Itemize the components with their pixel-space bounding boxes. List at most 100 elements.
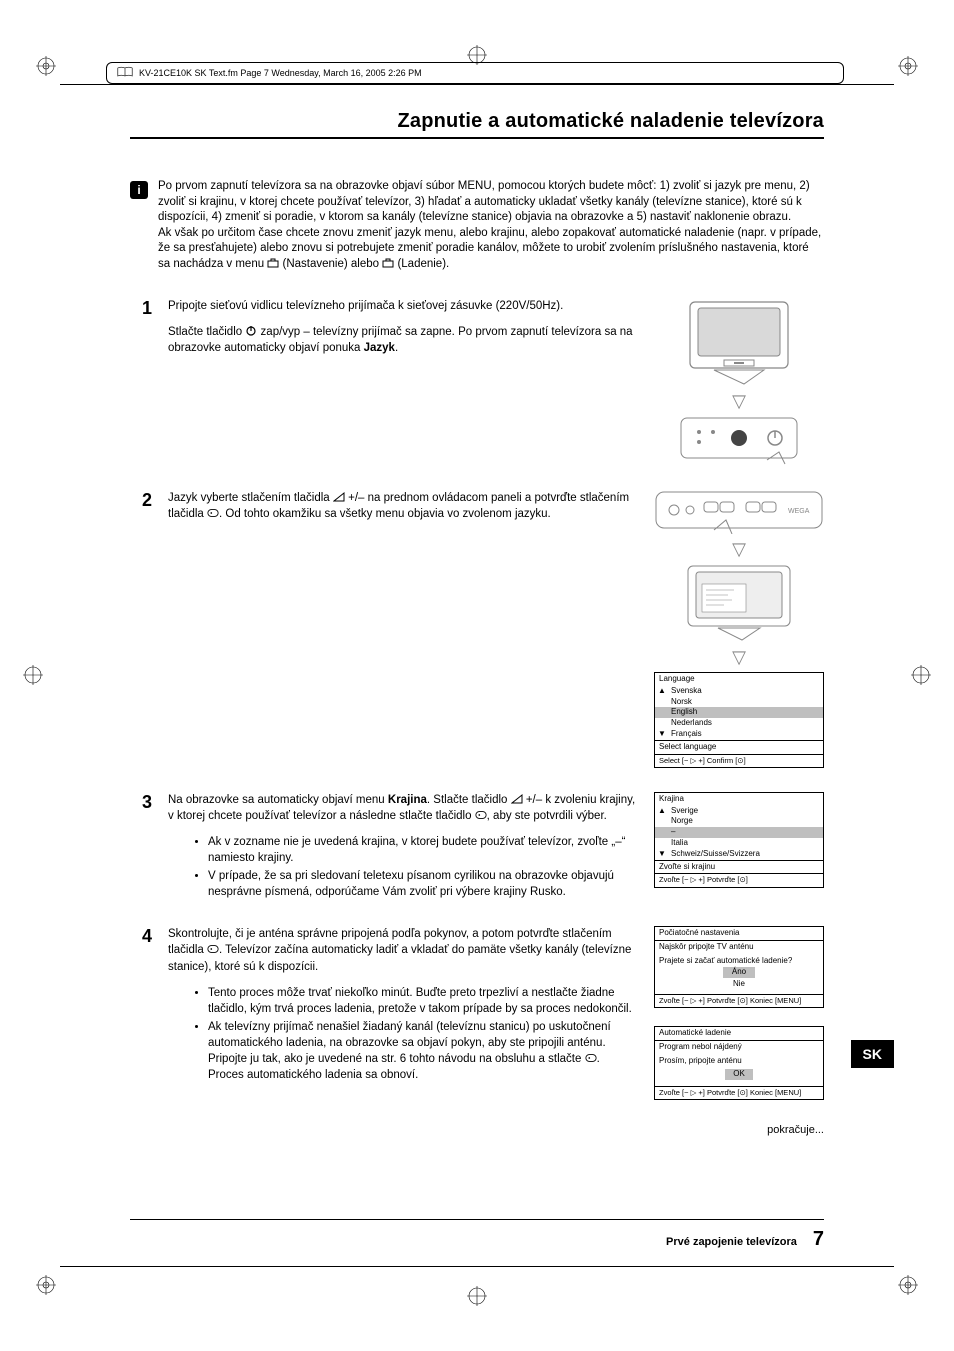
step-number: 1 xyxy=(130,298,152,319)
menu-line: Prosím, pripojte anténu xyxy=(659,1056,819,1067)
menu-body: Prajete si začať automatické ladenie? Án… xyxy=(655,954,823,994)
menu-item-selected: English xyxy=(655,707,823,718)
footer-page-number: 7 xyxy=(813,1228,824,1251)
step-3-figure: Krajina ▲Sverige Norge – Italia ▼Schweiz… xyxy=(654,792,824,888)
menu-option-no: Nie xyxy=(723,979,755,990)
step-2-p1: Jazyk vyberte stlačením tlačidla +/– na … xyxy=(168,490,638,522)
menu-item: Norge xyxy=(655,816,823,827)
down-arrow-icon: ▼ xyxy=(658,729,666,740)
tv-screen-icon xyxy=(684,564,794,642)
menu-item-label: Italia xyxy=(671,838,688,847)
country-menu: Krajina ▲Sverige Norge – Italia ▼Schweiz… xyxy=(654,792,824,888)
info-box: i Po prvom zapnutí televízora sa na obra… xyxy=(130,179,824,272)
page-rule-bottom xyxy=(60,1266,894,1267)
control-panel-icon xyxy=(679,416,799,466)
info-text-2c: (Ladenie). xyxy=(394,258,449,270)
menu-item-label: Norsk xyxy=(671,697,692,706)
menu-footer: Zvoľte [− ▷ +] Potvrďte [⊙] Koniec [MENU… xyxy=(655,1086,823,1099)
crop-mark-icon xyxy=(898,56,918,76)
step-1-p2: Stlačte tlačidlo zap/vyp – televízny pri… xyxy=(168,324,638,356)
crop-mark-icon xyxy=(467,1286,487,1306)
menu-footer: Zvoľte [− ▷ +] Potvrďte [⊙] xyxy=(655,873,823,886)
tv-panel-icon: WEGA xyxy=(654,490,824,534)
crop-mark-icon xyxy=(23,665,43,685)
info-text: Po prvom zapnutí televízora sa na obrazo… xyxy=(158,179,824,272)
step-3-bullet-2: V prípade, že sa pri sledovaní teletexu … xyxy=(208,868,638,900)
menu-item-label: Français xyxy=(671,729,702,738)
menu-subtitle: Select language xyxy=(655,740,823,754)
power-icon xyxy=(245,325,257,337)
down-arrow-icon: ▽ xyxy=(732,392,746,410)
menu-line: Prajete si začať automatické ladenie? xyxy=(659,956,819,967)
menu-ok-button: OK xyxy=(725,1069,753,1080)
book-icon xyxy=(117,66,133,80)
step-number: 2 xyxy=(130,490,152,511)
step-4-p1: Skontrolujte, či je anténa správne pripo… xyxy=(168,926,638,974)
down-arrow-icon: ▼ xyxy=(658,849,666,860)
menu-item: ▼ Schweiz/Suisse/Svizzera xyxy=(655,849,823,860)
svg-text:WEGA: WEGA xyxy=(788,508,810,515)
text-bold: Jazyk xyxy=(364,342,395,354)
menu-subtitle: Zvoľte si krajinu xyxy=(655,860,823,874)
step-4-bullet-2: Ak televízny prijímač nenašiel žiadaný k… xyxy=(208,1019,638,1083)
step-2: 2 Jazyk vyberte stlačením tlačidla +/– n… xyxy=(130,490,824,768)
text: Na obrazovke sa automaticky objaví menu xyxy=(168,794,388,806)
triangle-icon xyxy=(511,793,523,805)
menu-title: Language xyxy=(655,673,823,686)
step-3-p1: Na obrazovke sa automaticky objaví menu … xyxy=(168,792,638,824)
step-body: Na obrazovke sa automaticky objaví menu … xyxy=(168,792,638,903)
menu-footer: Zvoľte [− ▷ +] Potvrďte [⊙] Koniec [MENU… xyxy=(655,994,823,1007)
step-number: 4 xyxy=(130,926,152,947)
down-arrow-icon: ▽ xyxy=(732,540,746,558)
menu-line: Najskôr pripojte TV anténu xyxy=(655,940,823,954)
ok-icon xyxy=(585,1052,597,1064)
info-text-2b: (Nastavenie) alebo xyxy=(279,258,382,270)
menu-item: Nederlands xyxy=(655,718,823,729)
menu-item: Norsk xyxy=(655,697,823,708)
toolbox-icon xyxy=(382,257,394,269)
menu-item-label: Sverige xyxy=(671,806,698,815)
text: . Od tohto okamžiku sa všetky menu objav… xyxy=(219,508,551,520)
language-tab: SK xyxy=(851,1040,894,1068)
up-arrow-icon: ▲ xyxy=(658,806,666,817)
up-arrow-icon: ▲ xyxy=(658,686,666,697)
tv-icon xyxy=(684,298,794,386)
triangle-icon xyxy=(333,491,345,503)
step-4-bullet-1: Tento proces môže trvať niekoľko minút. … xyxy=(208,985,638,1017)
step-number: 3 xyxy=(130,792,152,813)
text: Jazyk vyberte stlačením tlačidla xyxy=(168,492,333,504)
page-footer: Prvé zapojenie televízora 7 xyxy=(130,1219,824,1251)
framemaker-header: KV-21CE10K SK Text.fm Page 7 Wednesday, … xyxy=(106,62,844,84)
menu-item-label: Norge xyxy=(671,816,693,825)
menu-item-selected: – xyxy=(655,827,823,838)
text: . Stlačte tlačidlo xyxy=(427,794,511,806)
footer-section: Prvé zapojenie televízora xyxy=(666,1236,797,1248)
title-rule xyxy=(130,137,824,139)
step-body: Jazyk vyberte stlačením tlačidla +/– na … xyxy=(168,490,638,532)
step-2-figure: WEGA ▽ ▽ xyxy=(654,490,824,768)
step-1: 1 Pripojte sieťovú vidlicu televízneho p… xyxy=(130,298,824,466)
menu-body: Prosím, pripojte anténu OK xyxy=(655,1054,823,1086)
page-rule-top xyxy=(60,84,894,85)
ok-icon xyxy=(207,943,219,955)
menu-item: Italia xyxy=(655,838,823,849)
step-body: Pripojte sieťovú vidlicu televízneho pri… xyxy=(168,298,638,366)
menu-item-label: – xyxy=(671,827,675,836)
step-3: 3 Na obrazovke sa automaticky objaví men… xyxy=(130,792,824,903)
info-text-1: Po prvom zapnutí televízora sa na obrazo… xyxy=(158,180,810,223)
down-arrow-icon: ▽ xyxy=(732,648,746,666)
ok-icon xyxy=(207,507,219,519)
page: KV-21CE10K SK Text.fm Page 7 Wednesday, … xyxy=(0,0,954,1351)
initial-settings-menu: Počiatočné nastavenia Najskôr pripojte T… xyxy=(654,926,824,1008)
menu-item-label: Nederlands xyxy=(671,718,712,727)
menu-item-label: Schweiz/Suisse/Svizzera xyxy=(671,849,760,858)
menu-item: ▲Svenska xyxy=(655,686,823,697)
menu-item: ▼ Français xyxy=(655,729,823,740)
text: , aby ste potvrdili výber. xyxy=(487,810,607,822)
crop-mark-icon xyxy=(898,1275,918,1295)
menu-line: Program nebol nájdený xyxy=(655,1040,823,1054)
info-text-2a: Ak však po určitom čase chcete znovu zme… xyxy=(158,227,821,270)
ok-icon xyxy=(475,809,487,821)
menu-option-yes: Áno xyxy=(723,967,755,978)
header-text: KV-21CE10K SK Text.fm Page 7 Wednesday, … xyxy=(139,68,422,78)
